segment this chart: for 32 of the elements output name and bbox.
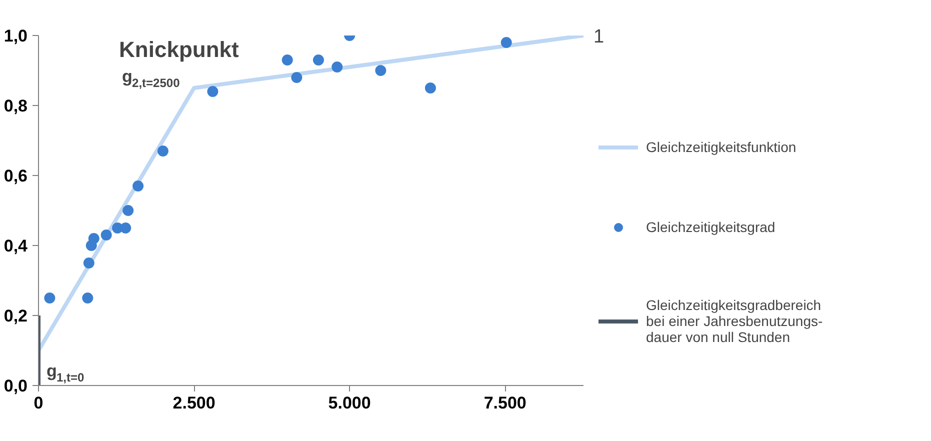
legend-label: Gleichzeitigkeitsgrad — [646, 219, 776, 235]
legend-label: Gleichzeitigkeitsfunktion — [646, 139, 796, 155]
point — [120, 222, 132, 234]
point — [282, 54, 293, 66]
point — [332, 62, 343, 72]
y-tick-label: 0,8 — [4, 96, 28, 116]
point — [44, 292, 56, 304]
point — [83, 258, 94, 268]
point — [122, 205, 134, 216]
y-tick-label: 1,0 — [4, 26, 28, 46]
x-tick-label: 7.500 — [484, 394, 526, 412]
annotation: 1 — [594, 26, 604, 48]
point — [312, 54, 324, 66]
point — [82, 292, 94, 304]
y-tick-label: 0,2 — [4, 306, 28, 326]
point — [375, 65, 386, 76]
point — [157, 146, 168, 156]
point — [424, 82, 436, 94]
point — [88, 233, 100, 244]
x-tick-label: 2.500 — [172, 394, 216, 412]
y-tick-label: 0,4 — [4, 236, 28, 256]
point — [100, 230, 112, 240]
point — [207, 86, 218, 97]
y-tick-label: 0,0 — [4, 376, 28, 396]
annotation: Knickpunkt — [119, 37, 240, 62]
x-tick-label: 0 — [34, 394, 44, 412]
point — [291, 72, 302, 83]
legend-label: Gleichzeitigkeitsgradbereich bei einer Jahresbenutzungs- dauer von null Stunden — [646, 297, 823, 345]
x-tick-label: 5.000 — [328, 394, 371, 412]
y-tick-label: 0,6 — [4, 166, 28, 186]
point — [132, 180, 144, 192]
point — [500, 37, 512, 48]
